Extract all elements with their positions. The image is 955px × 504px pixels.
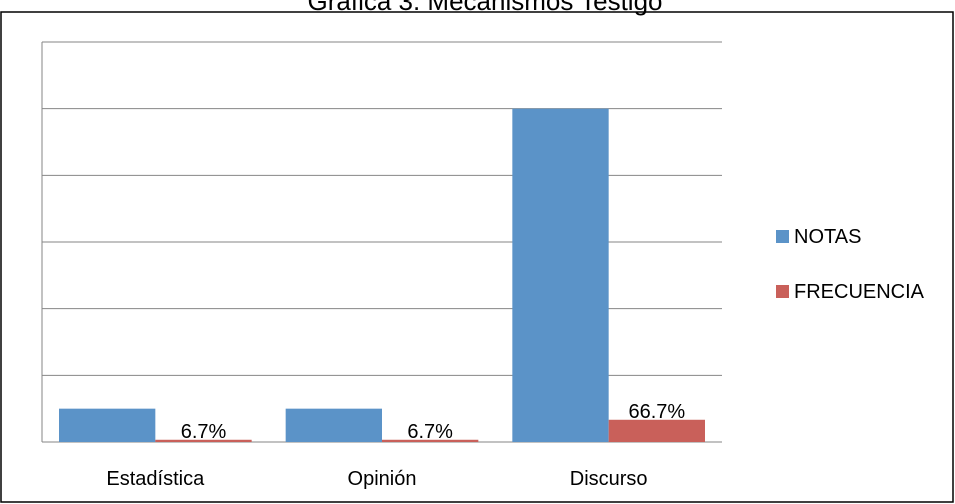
category-labels: Estadística Opinión Discurso: [106, 468, 647, 490]
category-label: Discurso: [570, 468, 648, 490]
bar-frecuencia-1: [382, 439, 479, 442]
category-label: Opinión: [348, 468, 417, 490]
data-label: 66.7%: [628, 401, 685, 423]
data-labels: 6.7% 6.7% 66.7%: [181, 401, 686, 443]
chart-border: [0, 11, 954, 503]
chart-title: Gráfica 3. Mecanismos Testigo: [308, 0, 663, 16]
bar-notas-2: [512, 108, 609, 443]
legend: NOTAS FRECUENCIA: [776, 226, 925, 303]
legend-swatch-frecuencia: [776, 285, 789, 298]
legend-label-notas: NOTAS: [794, 226, 861, 248]
bar-notas-1: [285, 408, 382, 442]
bars: [59, 108, 705, 443]
bar-frecuencia-2: [608, 419, 705, 442]
legend-label-frecuencia: FRECUENCIA: [794, 281, 925, 303]
legend-swatch-notas: [776, 230, 789, 243]
data-label: 6.7%: [181, 421, 227, 443]
category-label: Estadística: [106, 468, 205, 490]
bar-frecuencia-0: [155, 439, 252, 442]
bar-notas-0: [59, 408, 156, 442]
gridlines: [42, 41, 722, 376]
data-label: 6.7%: [407, 421, 453, 443]
